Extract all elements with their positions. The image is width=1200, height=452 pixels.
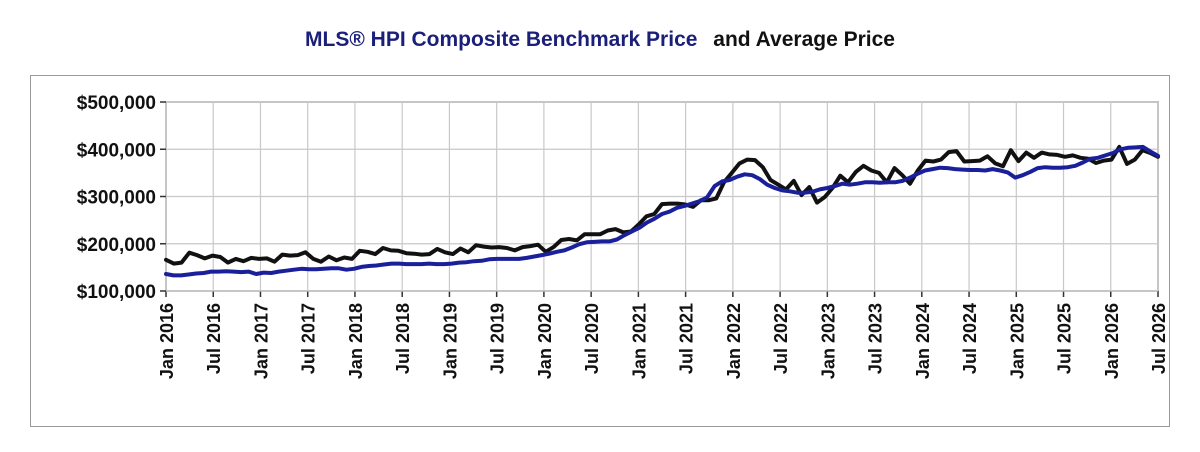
x-tick-label: Jan 2021	[629, 303, 649, 379]
x-tick-label: Jul 2020	[582, 303, 602, 374]
x-tick-label: Jan 2026	[1102, 303, 1122, 379]
x-tick-label: Jul 2023	[866, 303, 886, 374]
x-tick-label: Jan 2025	[1007, 303, 1027, 379]
chart-title-benchmark: MLS® HPI Composite Benchmark Price	[305, 28, 698, 51]
x-tick-label: Jul 2026	[1149, 303, 1169, 374]
benchmark-price-line	[164, 144, 1160, 278]
average-price-line	[164, 144, 1160, 266]
y-tick-label: $500,000	[77, 93, 156, 114]
chart-title-average: and Average Price	[713, 28, 895, 51]
x-tick-label: Jul 2024	[960, 303, 980, 374]
y-tick-label: $200,000	[77, 235, 156, 256]
x-tick-label: Jan 2024	[913, 303, 933, 379]
x-tick-label: Jul 2017	[299, 303, 319, 374]
x-tick-label: Jan 2022	[724, 303, 744, 379]
x-tick-label: Jul 2025	[1055, 303, 1075, 374]
x-tick-label: Jan 2017	[251, 303, 271, 379]
x-tick-label: Jan 2016	[157, 303, 177, 379]
y-tick-label: $400,000	[77, 140, 156, 161]
y-tick-label: $100,000	[77, 282, 156, 303]
x-tick-label: Jan 2023	[818, 303, 838, 379]
y-tick-label: $300,000	[77, 188, 156, 209]
x-tick-label: Jan 2020	[535, 303, 555, 379]
x-tick-label: Jul 2019	[488, 303, 508, 374]
x-tick-label: Jul 2016	[204, 303, 224, 374]
chart-frame	[30, 75, 1170, 427]
x-tick-label: Jan 2019	[440, 303, 460, 379]
x-tick-label: Jul 2021	[677, 303, 697, 374]
x-tick-label: Jul 2018	[393, 303, 413, 374]
x-tick-label: Jul 2022	[771, 303, 791, 374]
x-tick-label: Jan 2018	[346, 303, 366, 379]
chart-title: MLS® HPI Composite Benchmark Price and A…	[0, 28, 1200, 52]
